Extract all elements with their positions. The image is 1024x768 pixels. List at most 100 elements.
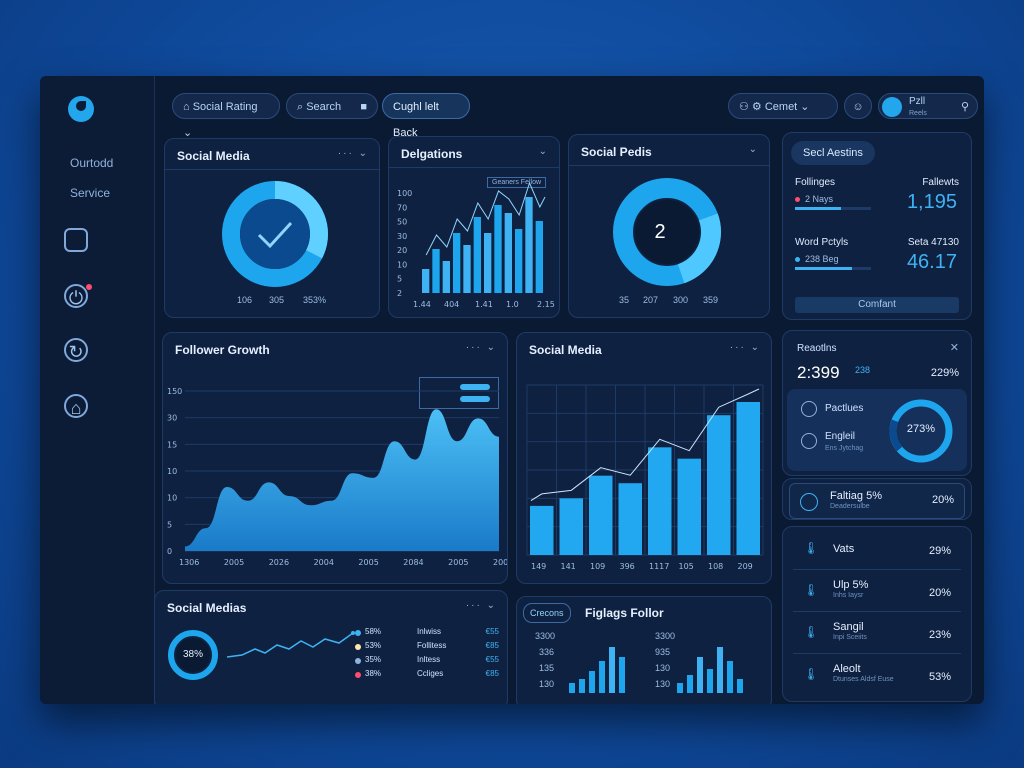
english-icon [801,433,817,449]
x-tick-label: 108 [708,562,723,571]
card-menu-icon[interactable]: ··· ⌄ [729,342,761,353]
power-icon[interactable]: ⏻ [64,284,88,308]
card-title: Follower Growth [175,343,270,357]
x-tick-label: 404 [444,300,459,309]
x-tick-label: 1306 [179,558,199,567]
social-media-bars-card: Social Media ··· ⌄ 149 141 109 396 1117 105 10… [516,332,772,584]
growth-area [185,409,499,551]
brand-logo [68,96,94,122]
card-menu-icon[interactable]: ··· ⌄ [337,148,369,159]
x-tick-label: 396 [620,562,635,571]
x-tick-label: 209 [738,562,753,571]
y-tick-label: 70 [397,203,407,212]
card-menu-icon[interactable]: ··· ⌄ [465,600,497,611]
delegations-card: Delgations ⌄ Geaners Fellow 100 70 50 30 20 1… [388,136,560,318]
chevron-down-icon: ⌄ [797,101,810,113]
notifications-icon[interactable]: ☺ [844,93,872,119]
thermometer-icon: 🌡 [803,667,819,681]
trend-line [425,181,546,256]
bar [504,213,512,293]
y-tick-label: 2 [397,289,402,298]
list-item[interactable]: 🌡 Aleolt Dtunses Aldsf Euse 53% [803,663,951,683]
search-input[interactable]: ⌕ Search ■ [286,93,378,119]
social-aestins-chip[interactable]: Secl Aestins [791,141,875,165]
card-menu-icon[interactable]: ··· ⌄ [465,342,497,353]
pactlues-icon [801,401,817,417]
list-item[interactable]: 🌡 Vats 29% [793,531,961,570]
close-icon[interactable]: ✕ [949,342,959,354]
social-medias-donut [168,630,218,680]
comfant-button[interactable]: Comfant [795,297,959,313]
home-icon[interactable]: ⌂ [64,394,88,418]
social-medias-sparkline [227,631,355,658]
crecons-chip[interactable]: Crecons [523,603,571,623]
bar [559,498,583,555]
user-icon: ⚲ [960,101,969,113]
thermometer-icon: 🌡 [803,583,819,597]
list-item[interactable]: Faltiag 5% Deadersulbe 20% [789,483,965,519]
sidebar-item-service[interactable]: Service [70,186,111,200]
card-title: Social Medias [167,601,247,615]
x-tick-label: 2004 [314,558,334,567]
avatar [882,97,902,117]
social-aestins-card: Secl Aestins Follinges Fallewts 2 Nays 1… [782,132,972,320]
x-tick-label: 2006 [493,558,508,567]
bar [530,505,554,555]
bar [422,269,430,293]
chevron-down-icon[interactable]: ⌄ [748,144,759,155]
list-item[interactable]: 58% Inlwiss €55 [355,627,503,641]
bar [589,475,613,555]
people-icon: ⚇ [739,101,752,113]
faltiag-row-card: Faltiag 5% Deadersulbe 20% [782,478,972,520]
sidebar: Ourtodd Service ⏻ ↻ ⌂ [40,76,155,704]
social-medias-card: Social Medias ··· ⌄ 38% 58% Inlwiss €55 … [154,590,508,704]
social-rating-dropdown[interactable]: ⌂ Social Rating ⌄ [172,93,280,139]
reactions-inner: Pactlues Engleil Ens Jytchag 273% [787,389,967,471]
bar [648,447,672,555]
list-item[interactable]: 38% Ccliges €85 [355,669,503,683]
thermometer-icon: 🌡 [803,541,819,555]
y-tick-label: 30 [397,232,407,241]
delegations-bar-chart: 100 70 50 30 20 10 5 2 1.44 404 1.41 1.0 2.15 [397,181,555,309]
donut-center-value: 2 [654,221,666,243]
list-item[interactable]: 🌡 Sangil Inpi Sceiits 23% [793,615,961,654]
search-icon: ⌕ [297,101,307,113]
list-item[interactable]: 35% Inltess €55 [355,655,503,669]
bar [442,261,450,293]
x-tick-label: 109 [590,562,605,571]
x-tick-label: 1117 [649,562,669,571]
bar [484,233,492,293]
y-tick-label: 50 [397,218,407,227]
reactions-donut [889,399,953,463]
follower-growth-card: Follower Growth ··· ⌄ 150 30 15 10 10 5 0 1306 2… [162,332,508,584]
x-tick-label: 1.44 [413,300,431,309]
top-bar: ⌂ Social Rating ⌄ ⌕ Search ■ Cughl lelt B… [154,76,984,139]
word-value: 46.17 [906,251,957,273]
bar [473,217,481,293]
y-tick-label: 10 [167,494,177,503]
social-media-card: Social Media ··· ⌄ 106 305 353% [164,138,380,318]
y-tick-label: 5 [167,520,172,529]
dashboard-icon[interactable] [64,228,88,252]
bar [432,249,440,293]
x-tick-label: 149 [531,562,546,571]
user-menu[interactable]: ⚇ ⚙ Cemet ⌄ [728,93,838,119]
list-item[interactable]: 🌡 Ulp 5% Inhs Iaysr 20% [793,573,961,612]
chevron-down-icon[interactable]: ⌄ [538,146,549,157]
chart-legend: Geaners Fellow [487,177,547,188]
bar [515,229,523,293]
thermometer-icon: 🌡 [803,625,819,639]
profile-menu[interactable]: Pzll Reels ⚲ [878,93,978,119]
sidebar-item-overview[interactable]: Ourtodd [70,156,114,170]
legend-box [419,377,499,409]
bar [453,233,461,293]
y-tick-label: 30 [167,414,177,423]
refresh-icon[interactable]: ↻ [64,338,88,362]
dashboard-window: Ourtodd Service ⏻ ↻ ⌂ ⌂ Social Rating ⌄ … [40,76,984,704]
campaign-tab[interactable]: Cughl lelt Back [382,93,470,139]
circle-icon [800,493,818,511]
list-item[interactable]: 53% Follitess €85 [355,641,503,655]
y-tick-label: 10 [397,260,407,269]
y-tick-label: 5 [397,275,402,284]
social-media-bar-chart: 149 141 109 396 1117 105 108 209 [526,384,764,571]
